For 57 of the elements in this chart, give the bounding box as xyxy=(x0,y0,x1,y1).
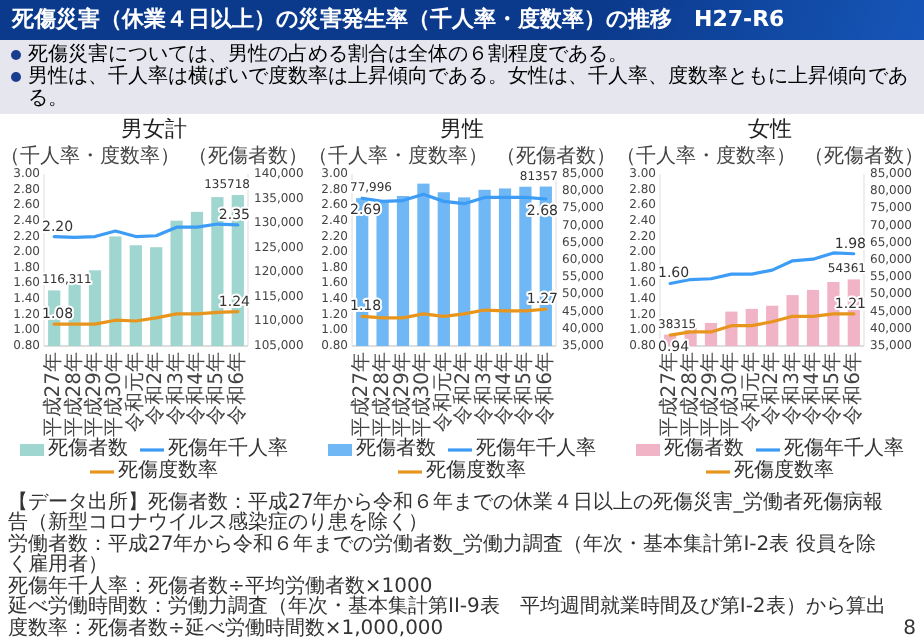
x-tick-label: 令和3年 xyxy=(163,352,188,425)
y-axis-title: （千人率・度数率） xyxy=(616,144,796,168)
x-tick-label: 令和元年 xyxy=(738,352,763,432)
x-tick-label: 令和6年 xyxy=(532,352,557,425)
legend-label: 死傷度数率 xyxy=(426,460,526,482)
x-tick-label: 令和4年 xyxy=(800,352,824,425)
x-tick-label: 令和4年 xyxy=(184,352,208,425)
legend-label: 死傷度数率 xyxy=(734,460,834,482)
x-tick-label: 平成28年 xyxy=(61,352,86,438)
text: 死傷災害については、男性の占める割合は全体の６割程度である。 xyxy=(28,44,628,66)
x-tick-label: 令和2年 xyxy=(451,352,476,425)
text: 度数率：死傷者数÷延べ労働時間数×1,000,000 xyxy=(8,617,446,640)
chart-title: 男女計 xyxy=(121,116,187,142)
x-tick-label: 平成30年 xyxy=(102,352,127,438)
legend-label: 死傷者数 xyxy=(48,438,128,460)
x-tick-label: 令和5年 xyxy=(820,352,845,425)
legend-label: 死傷者数 xyxy=(664,438,744,460)
x-tick-label: 令和3年 xyxy=(779,352,804,425)
legend-label: 死傷年千人率 xyxy=(784,438,904,460)
x-tick-label: 令和5年 xyxy=(204,352,229,425)
y2-axis-title: （死傷者数） xyxy=(804,144,924,168)
x-tick-label: 令和6年 xyxy=(840,352,865,425)
text: 男性は、千人率は横ばいで度数率は上昇傾向である。女性は、千人率、度数率ともに上昇傾向である。 xyxy=(28,66,910,110)
y2-axis-title: （死傷者数） xyxy=(188,144,308,168)
x-tick-label: 平成27年 xyxy=(41,352,66,438)
text: 死傷災害（休業４日以上）の災害発生率（千人率・度数率）の推移 H27-R6 xyxy=(0,0,924,40)
y-axis-title: （千人率・度数率） xyxy=(308,144,488,168)
text: 8 xyxy=(901,617,916,640)
x-tick-label: 令和2年 xyxy=(759,352,784,425)
y2-axis-title: （死傷者数） xyxy=(496,144,616,168)
text: 死傷年千人率：死傷者数÷平均労働者数×1000 xyxy=(8,575,433,597)
x-tick-label: 平成28年 xyxy=(677,352,702,438)
x-tick-label: 平成29年 xyxy=(390,352,414,438)
x-tick-label: 平成29年 xyxy=(82,352,106,438)
chart-title: 女性 xyxy=(748,116,792,142)
x-tick-label: 令和3年 xyxy=(471,352,496,425)
x-tick-label: 令和5年 xyxy=(512,352,537,425)
legend-label: 死傷度数率 xyxy=(118,460,218,482)
text: 労働者数：平成27年から令和６年までの労働者数_労働力調査（年次・基本集計第I-2表 役員を除く雇用者） xyxy=(8,533,878,576)
x-tick-label: 令和元年 xyxy=(430,352,455,432)
y-axis-title: （千人率・度数率） xyxy=(0,144,180,168)
x-tick-label: 令和2年 xyxy=(143,352,168,425)
x-tick-label: 平成27年 xyxy=(657,352,682,438)
x-tick-label: 平成29年 xyxy=(698,352,722,438)
x-tick-label: 平成30年 xyxy=(410,352,435,438)
x-tick-label: 令和4年 xyxy=(492,352,516,425)
x-tick-label: 平成27年 xyxy=(349,352,374,438)
x-tick-label: 令和6年 xyxy=(224,352,249,425)
legend-label: 死傷年千人率 xyxy=(168,438,288,460)
x-tick-label: 平成30年 xyxy=(718,352,743,438)
x-tick-label: 平成28年 xyxy=(369,352,394,438)
text: 延べ労働時間数：労働力調査（年次・基本集計第II-9表 平均週間就業時間及び第I-2表）から算出 xyxy=(8,596,888,618)
legend-label: 死傷者数 xyxy=(356,438,436,460)
text: 【データ出所】死傷者数：平成27年から令和６年までの休業４日以上の死傷災害_労働者死傷病報告（新型コロナウイルス感染症のり患を除く） xyxy=(8,491,886,534)
chart-title: 男性 xyxy=(440,116,484,142)
x-tick-label: 令和元年 xyxy=(122,352,147,432)
legend-label: 死傷年千人率 xyxy=(476,438,596,460)
